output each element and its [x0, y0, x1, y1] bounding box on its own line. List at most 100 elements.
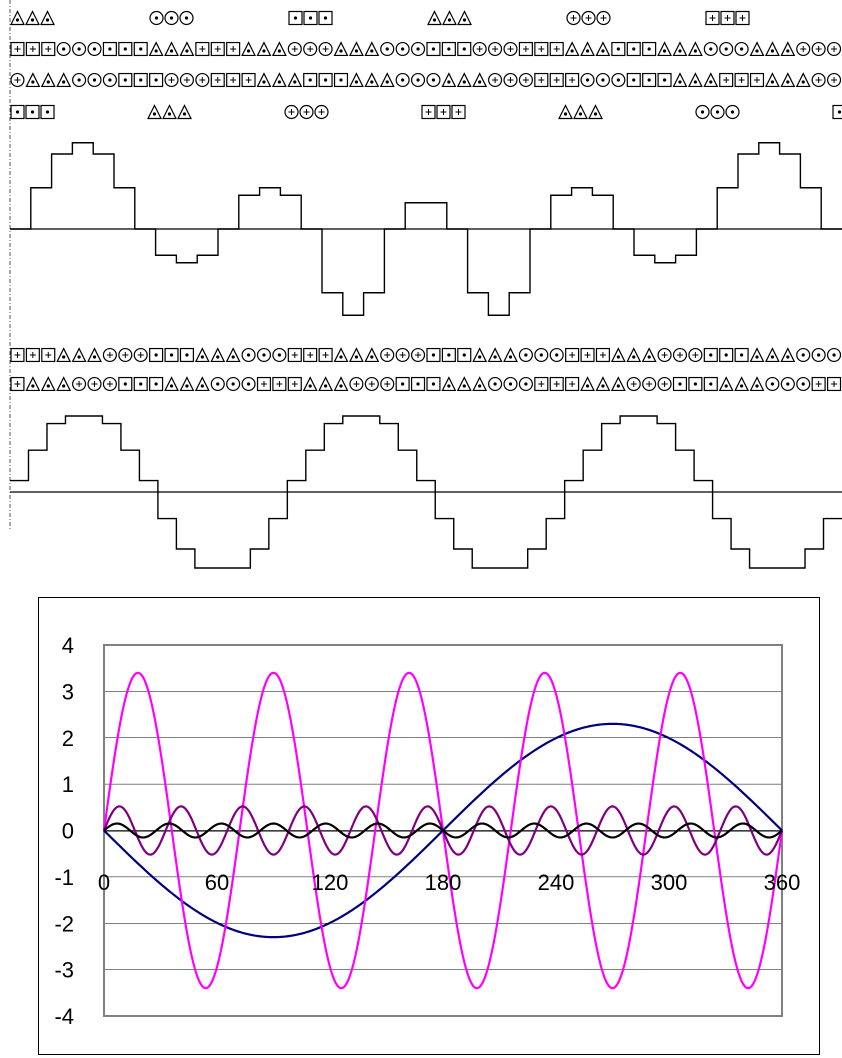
triangle-symbol [271, 72, 287, 88]
triangle-symbol [71, 347, 87, 363]
circle-dot-symbol [611, 72, 626, 88]
winding-diagram [9, 0, 842, 569]
triangle-symbol [287, 72, 303, 88]
circle-plus-symbol [349, 376, 364, 392]
triangle-symbol [348, 347, 364, 363]
square-plus-symbol [549, 41, 564, 57]
top-group-symbol-row [10, 10, 750, 26]
square-dot-symbol [179, 347, 194, 363]
square-plus-symbol [25, 347, 40, 363]
circle-dot-symbol [695, 104, 710, 120]
circle-dot-symbol [102, 72, 117, 88]
triangle-symbol [487, 347, 503, 363]
square-dot-symbol [734, 347, 749, 363]
circle-dot-symbol [210, 376, 225, 392]
square-dot-symbol [426, 376, 441, 392]
triangle-symbol [687, 41, 703, 57]
square-dot-symbol [426, 41, 441, 57]
square-plus-symbol [734, 72, 749, 88]
triangle-symbol [210, 347, 226, 363]
x-tick-label: 360 [764, 870, 801, 895]
square-dot-symbol [672, 376, 688, 392]
circle-plus-symbol [72, 376, 87, 392]
x-tick-labels: 0 60 120 180 240 300 360 [98, 870, 800, 895]
square-plus-symbol [10, 376, 25, 392]
triangle-symbol [780, 347, 796, 363]
circle-dot-symbol [534, 347, 549, 363]
square-plus-symbol [549, 376, 564, 392]
triangle-symbol [441, 376, 457, 392]
circle-plus-symbol [596, 10, 611, 26]
triangle-symbol [672, 72, 688, 88]
triangle-symbol [564, 41, 580, 57]
circle-dot-symbol [518, 347, 533, 363]
square-plus-symbol [580, 347, 595, 363]
chart-frame [38, 597, 820, 1055]
triangle-symbol [456, 376, 472, 392]
square-dot-symbol [40, 104, 55, 120]
square-plus-symbol [41, 347, 56, 363]
circle-dot-symbol [765, 376, 780, 392]
square-dot-symbol [133, 376, 148, 392]
triangle-symbol [147, 104, 162, 120]
triangle-symbol [40, 72, 56, 88]
circle-plus-symbol [118, 347, 133, 363]
square-plus-symbol [287, 376, 302, 392]
triangle-symbol [472, 376, 488, 392]
circle-dot-symbol [426, 72, 441, 88]
triangle-symbol [162, 104, 177, 120]
triangle-symbol [225, 347, 241, 363]
square-plus-symbol [226, 72, 241, 88]
circle-plus-symbol [364, 376, 379, 392]
circle-plus-symbol [581, 10, 596, 26]
square-plus-symbol [303, 347, 318, 363]
square-plus-symbol [287, 347, 302, 363]
circle-plus-symbol [314, 104, 329, 120]
square-dot-symbol [642, 41, 657, 57]
x-tick-label: 180 [425, 870, 462, 895]
triangle-symbol [734, 376, 750, 392]
circle-plus-symbol [796, 41, 811, 57]
square-dot-symbol [410, 376, 426, 392]
square-dot-symbol [164, 347, 179, 363]
y-tick-label: -3 [54, 958, 74, 983]
square-plus-symbol [549, 72, 564, 88]
y-tick-label: -4 [54, 1004, 74, 1029]
circle-dot-symbol [149, 10, 164, 26]
y-tick-label: 0 [62, 819, 74, 844]
square-dot-symbol [149, 347, 164, 363]
triangle-symbol [780, 41, 796, 57]
square-dot-symbol [118, 41, 133, 57]
circle-plus-symbol [811, 72, 826, 88]
circle-dot-symbol [72, 72, 87, 88]
square-dot-symbol [703, 347, 718, 363]
group-symbol-row [10, 104, 842, 120]
circle-plus-symbol [657, 376, 672, 392]
circle-plus-symbol [318, 41, 333, 57]
square-plus-symbol [241, 72, 256, 88]
square-plus-symbol [534, 41, 549, 57]
square-plus-symbol [256, 376, 272, 392]
series-lines [102, 671, 784, 990]
square-dot-symbol [457, 347, 472, 363]
square-dot-symbol [303, 72, 318, 88]
triangle-symbol [25, 72, 41, 88]
triangle-symbol [364, 347, 380, 363]
y-tick-label: 2 [62, 726, 74, 751]
square-dot-symbol [719, 347, 734, 363]
triangle-symbol [379, 72, 395, 88]
triangle-symbol [749, 41, 765, 57]
circle-dot-symbol [410, 72, 426, 88]
circle-plus-symbol [380, 347, 395, 363]
y-tick-label: 1 [62, 772, 74, 797]
triangle-symbol [764, 347, 780, 363]
circle-dot-symbol [56, 41, 71, 57]
square-plus-symbol [25, 41, 40, 57]
circle-plus-symbol [503, 72, 518, 88]
circle-dot-symbol [811, 347, 826, 363]
triangle-symbol [472, 347, 488, 363]
square-dot-symbol [10, 104, 25, 120]
triangle-symbol [626, 347, 642, 363]
triangle-symbol [610, 376, 626, 392]
triangle-symbol [194, 347, 210, 363]
